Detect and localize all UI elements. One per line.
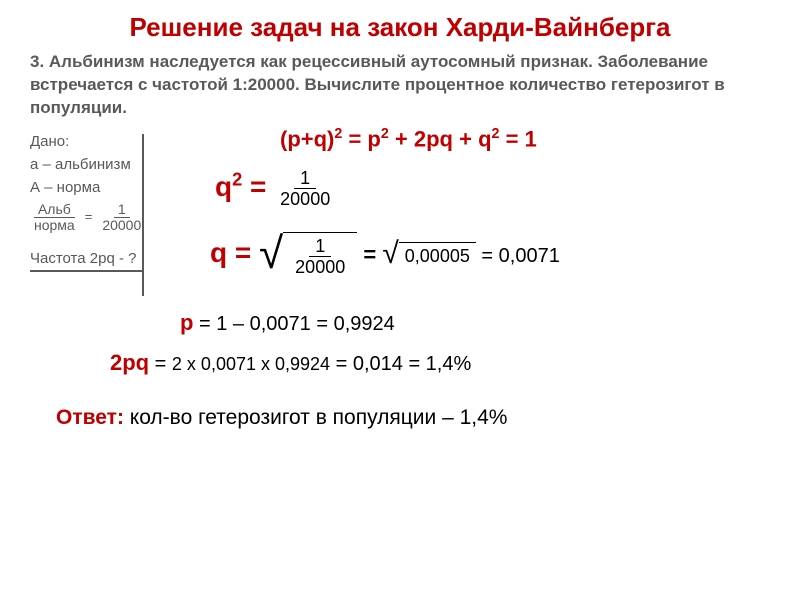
answer-text: кол-во гетерозигот в популяции – 1,4% bbox=[130, 406, 508, 429]
ratio-left-bot: норма bbox=[30, 218, 79, 233]
problem-statement: 3. Альбинизм наследуется как рецессивный… bbox=[0, 49, 800, 130]
given-ratio: Альб норма = 1 20000 bbox=[30, 202, 200, 234]
ratio-right-top: 1 bbox=[114, 202, 130, 218]
formula-main: (p+q)2 = p2 + 2pq + q2 = 1 bbox=[280, 126, 537, 152]
ratio-eq: = bbox=[85, 207, 93, 227]
formula-q: q = √120000 = √0,00005 = 0,0071 bbox=[210, 232, 560, 277]
ratio-left-top: Альб bbox=[34, 202, 75, 218]
given-ask: Частота 2pq - ? bbox=[30, 247, 200, 270]
formula-p: p = 1 – 0,0071 = 0,9924 bbox=[180, 310, 395, 336]
given-block: Дано: а – альбинизм А – норма Альб норма… bbox=[30, 130, 200, 271]
slide-title: Решение задач на закон Харди-Вайнберга bbox=[0, 0, 800, 49]
ratio-right-bot: 20000 bbox=[98, 218, 145, 233]
answer-line: Ответ: кол-во гетерозигот в популяции – … bbox=[56, 406, 507, 430]
given-line-2: А – норма bbox=[30, 176, 200, 199]
formula-2pq: 2pq = 2 х 0,0071 х 0,9924 = 0,014 = 1,4% bbox=[110, 350, 471, 376]
given-line-1: а – альбинизм bbox=[30, 153, 200, 176]
answer-label: Ответ: bbox=[56, 406, 130, 429]
formula-q-squared: q2 = 120000 bbox=[215, 168, 336, 209]
given-header: Дано: bbox=[30, 130, 200, 153]
